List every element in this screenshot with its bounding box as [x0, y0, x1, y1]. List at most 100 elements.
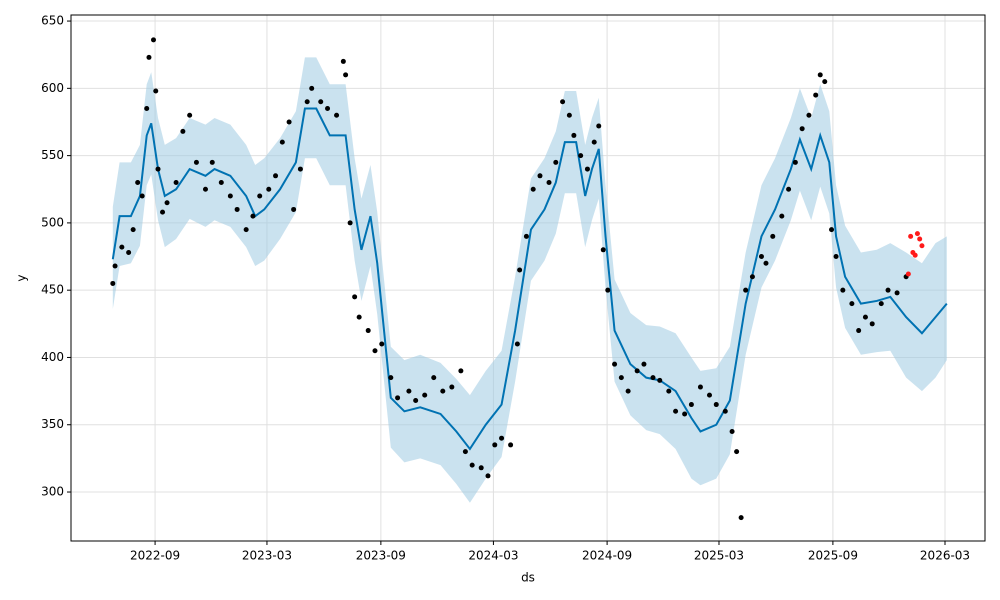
observed-point [786, 186, 792, 192]
observed-point [304, 99, 310, 105]
observed-point [227, 193, 233, 199]
observed-point [600, 247, 606, 253]
observed-point [697, 384, 703, 390]
x-tick-label: 2026-03 [920, 549, 970, 563]
y-tick-label: 500 [41, 215, 64, 229]
observed-point [878, 301, 884, 307]
observed-point [173, 180, 179, 186]
observed-point [584, 166, 590, 172]
observed-point [422, 392, 428, 398]
observed-point [478, 465, 484, 471]
actual-point [908, 233, 914, 239]
observed-point [146, 54, 152, 60]
observed-point [187, 112, 193, 118]
observed-point [379, 341, 385, 347]
observed-point [352, 294, 358, 300]
observed-point [856, 328, 862, 334]
x-tick-label: 2023-09 [356, 549, 406, 563]
observed-point [266, 186, 272, 192]
observed-point [135, 180, 141, 186]
observed-point [650, 375, 656, 381]
observed-point [508, 442, 514, 448]
observed-point [449, 384, 455, 390]
observed-point [458, 368, 464, 374]
observed-point [340, 58, 346, 64]
observed-point [202, 186, 208, 192]
observed-point [770, 233, 776, 239]
observed-point [406, 388, 412, 394]
observed-point [243, 227, 249, 233]
actual-point [905, 271, 911, 277]
observed-point [634, 368, 640, 374]
observed-point [833, 254, 839, 260]
observed-point [193, 159, 199, 165]
observed-point [657, 377, 663, 383]
observed-point [829, 227, 835, 233]
observed-point [523, 233, 529, 239]
x-tick-label: 2024-03 [468, 549, 518, 563]
observed-point [164, 200, 170, 206]
observed-point [462, 449, 468, 455]
y-tick-label: 300 [41, 485, 64, 499]
observed-point [440, 388, 446, 394]
observed-point [682, 411, 688, 417]
observed-point [618, 375, 624, 381]
observed-point [537, 173, 543, 179]
observed-point [130, 227, 136, 233]
observed-point [641, 361, 647, 367]
observed-point [126, 250, 132, 256]
observed-point [492, 442, 498, 448]
x-tick-label: 2024-09 [582, 549, 632, 563]
observed-point [666, 388, 672, 394]
observed-point [257, 193, 263, 199]
observed-point [706, 392, 712, 398]
observed-point [578, 153, 584, 159]
y-tick-label: 550 [41, 148, 64, 162]
observed-point [234, 206, 240, 212]
observed-point [372, 348, 378, 354]
forecast-line [111, 107, 948, 451]
observed-point [806, 112, 812, 118]
observed-point [286, 119, 292, 125]
observed-point [499, 435, 505, 441]
observed-point [546, 180, 552, 186]
observed-point [560, 99, 566, 105]
observed-point [309, 85, 315, 91]
observed-point [291, 206, 297, 212]
observed-point [431, 375, 437, 381]
observed-point [885, 287, 891, 293]
observed-point [119, 244, 125, 250]
y-tick-label: 650 [41, 14, 64, 28]
observed-point [318, 99, 324, 105]
observed-point [758, 254, 764, 260]
observed-point [365, 328, 371, 334]
x-tick-label: 2025-03 [694, 549, 744, 563]
observed-point [155, 166, 161, 172]
observed-point [413, 398, 419, 404]
observed-point [869, 321, 875, 327]
observed-point [297, 166, 303, 172]
observed-point [139, 193, 145, 199]
observed-point [792, 159, 798, 165]
observed-point [485, 473, 491, 479]
y-tick-label: 400 [41, 350, 64, 364]
observed-point [625, 388, 631, 394]
observed-point [743, 287, 749, 293]
observed-point [514, 341, 520, 347]
observed-point [343, 72, 349, 78]
observed-point [688, 402, 694, 408]
uncertainty-band [112, 57, 947, 503]
observed-point [605, 287, 611, 293]
observed-point [591, 139, 597, 145]
observed-point [250, 213, 256, 219]
y-tick-label: 350 [41, 417, 64, 431]
y-tick-label: 450 [41, 283, 64, 297]
observed-point [153, 88, 159, 94]
observed-point [469, 462, 475, 468]
observed-point [813, 92, 819, 98]
x-tick-label: 2023-03 [242, 549, 292, 563]
observed-point [763, 260, 769, 266]
observed-point [673, 408, 679, 414]
observed-point [862, 314, 868, 320]
observed-point [325, 106, 331, 112]
